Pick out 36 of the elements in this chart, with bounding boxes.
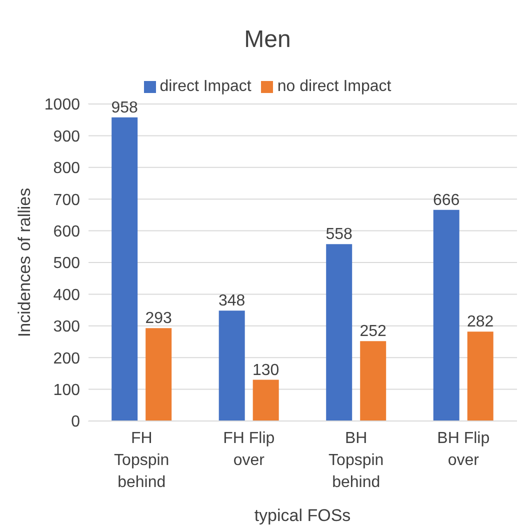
y-tick-label: 0: [71, 414, 80, 431]
x-tick-label: BH Topspin behind: [328, 430, 384, 491]
x-tick-label: BH Flip over: [437, 430, 490, 469]
y-axis-title: Incidences of rallies: [15, 188, 34, 338]
y-tick-label: 900: [53, 128, 80, 146]
y-tick-label: 600: [53, 223, 80, 240]
y-tick-label: 800: [53, 160, 80, 178]
data-label: 282: [466, 314, 494, 331]
data-label: 958: [111, 99, 138, 116]
x-tick-label: FH Topspin behind: [114, 430, 170, 491]
bar: [433, 210, 460, 421]
data-label: 130: [252, 362, 280, 379]
bar: [360, 341, 386, 421]
x-tick-label: FH Flip over: [223, 430, 275, 469]
data-label: 293: [145, 310, 172, 328]
bar: [252, 380, 279, 421]
y-tick-label: 400: [53, 286, 80, 304]
bar: [467, 332, 494, 421]
y-tick-label: 300: [53, 318, 80, 336]
data-label: 666: [432, 192, 460, 209]
y-tick-label: 500: [53, 255, 80, 272]
y-tick-label: 700: [53, 192, 80, 209]
bar: [146, 328, 172, 421]
y-tick-label: 1000: [44, 96, 80, 114]
bar: [326, 244, 352, 421]
legend-label: no direct Impact: [277, 78, 392, 95]
legend-label: direct Impact: [160, 78, 252, 95]
chart-title: Men: [243, 25, 292, 55]
data-label: 348: [218, 292, 246, 310]
y-tick-label: 200: [53, 350, 80, 368]
bar: [218, 310, 245, 421]
y-tick-label: 100: [53, 382, 80, 399]
data-label: 558: [326, 226, 353, 244]
bar: [112, 117, 138, 421]
x-axis-title: typical FOSs: [254, 506, 351, 525]
data-label: 252: [360, 323, 387, 340]
